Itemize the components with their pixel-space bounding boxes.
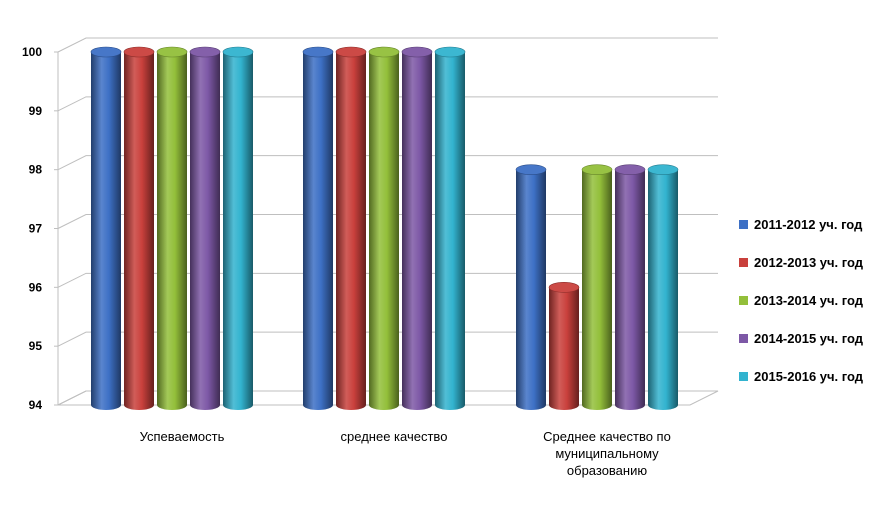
- bar: [614, 164, 646, 410]
- bar-body: [435, 52, 465, 410]
- legend-item: 2013-2014 уч. год: [739, 293, 864, 308]
- bar-top: [90, 46, 122, 58]
- bar: [189, 46, 221, 410]
- bar-body: [648, 169, 678, 410]
- bar-top: [156, 46, 188, 58]
- bar-body: [124, 52, 154, 410]
- bar-top: [515, 164, 547, 175]
- legend-item: 2012-2013 уч. год: [739, 255, 864, 270]
- y-tick-label: 98: [29, 163, 43, 177]
- bar-body: [223, 52, 253, 410]
- legend-swatch: [739, 372, 748, 381]
- gridline: [57, 272, 718, 288]
- legend-label: 2013-2014 уч. год: [754, 293, 864, 308]
- bar: [368, 46, 400, 410]
- bar: [647, 164, 679, 410]
- gridline: [57, 214, 718, 229]
- bar-body: [190, 52, 220, 410]
- legend-swatch: [739, 334, 748, 343]
- x-tick-label: образованию: [567, 463, 647, 478]
- bar-body: [91, 52, 121, 410]
- bar: [90, 46, 122, 410]
- bar: [548, 282, 580, 410]
- bar-body: [615, 169, 645, 410]
- gridlines: [57, 37, 718, 406]
- gridline: [57, 96, 718, 112]
- y-tick-label: 94: [29, 398, 43, 412]
- bar-top: [614, 164, 646, 175]
- y-tick-label: 97: [29, 222, 43, 236]
- legend-item: 2014-2015 уч. год: [739, 331, 864, 346]
- bar-top: [335, 46, 367, 58]
- bar-body: [336, 52, 366, 410]
- bar-body: [516, 169, 546, 410]
- bar-top: [123, 46, 155, 58]
- bar-top: [581, 164, 613, 175]
- y-tick-label: 95: [29, 339, 43, 353]
- x-tick-label: Успеваемость: [140, 429, 225, 444]
- legend-label: 2015-2016 уч. год: [754, 369, 864, 384]
- bar-body: [157, 52, 187, 410]
- bar: [156, 46, 188, 410]
- bar: [222, 46, 254, 410]
- bar-top: [368, 46, 400, 58]
- y-tick-label: 100: [22, 45, 42, 59]
- bar-body: [369, 52, 399, 410]
- x-tick-label: среднее качество: [341, 429, 448, 444]
- bars: [90, 46, 679, 410]
- bar: [434, 46, 466, 410]
- x-tick-label: муниципальному: [555, 446, 659, 461]
- bar: [515, 164, 547, 410]
- bar: [401, 46, 433, 410]
- y-tick-label: 99: [29, 104, 43, 118]
- bar: [335, 46, 367, 410]
- legend-item: 2011-2012 уч. год: [739, 217, 863, 232]
- legend-label: 2011-2012 уч. год: [754, 217, 863, 232]
- legend-swatch: [739, 258, 748, 267]
- bar-body: [402, 52, 432, 410]
- x-tick-label: Среднее качество по: [543, 429, 671, 444]
- bar: [581, 164, 613, 410]
- category-labels: Успеваемость среднее качество Среднее каче…: [140, 429, 671, 478]
- bar-top: [647, 164, 679, 175]
- gridline: [57, 390, 718, 406]
- legend-label: 2012-2013 уч. год: [754, 255, 864, 270]
- bar-body: [582, 169, 612, 410]
- y-tick-label: 96: [29, 280, 43, 294]
- gridline: [57, 331, 718, 347]
- y-axis-ticks: 94 95 96 97 98 99 100: [22, 45, 58, 412]
- bar-body: [549, 287, 579, 410]
- bar-top: [548, 282, 580, 293]
- legend-swatch: [739, 296, 748, 305]
- legend-swatch: [739, 220, 748, 229]
- bar-body: [303, 52, 333, 410]
- bar-top: [189, 46, 221, 58]
- bar-top: [434, 46, 466, 58]
- gridline: [57, 155, 718, 171]
- gridline: [57, 37, 718, 53]
- legend: 2011-2012 уч. год 2012-2013 уч. год 2013-2…: [739, 217, 864, 384]
- bar-top: [222, 46, 254, 58]
- bar-top: [401, 46, 433, 58]
- legend-label: 2014-2015 уч. год: [754, 331, 864, 346]
- bar: [302, 46, 334, 410]
- legend-item: 2015-2016 уч. год: [739, 369, 864, 384]
- bar: [123, 46, 155, 410]
- bar-top: [302, 46, 334, 58]
